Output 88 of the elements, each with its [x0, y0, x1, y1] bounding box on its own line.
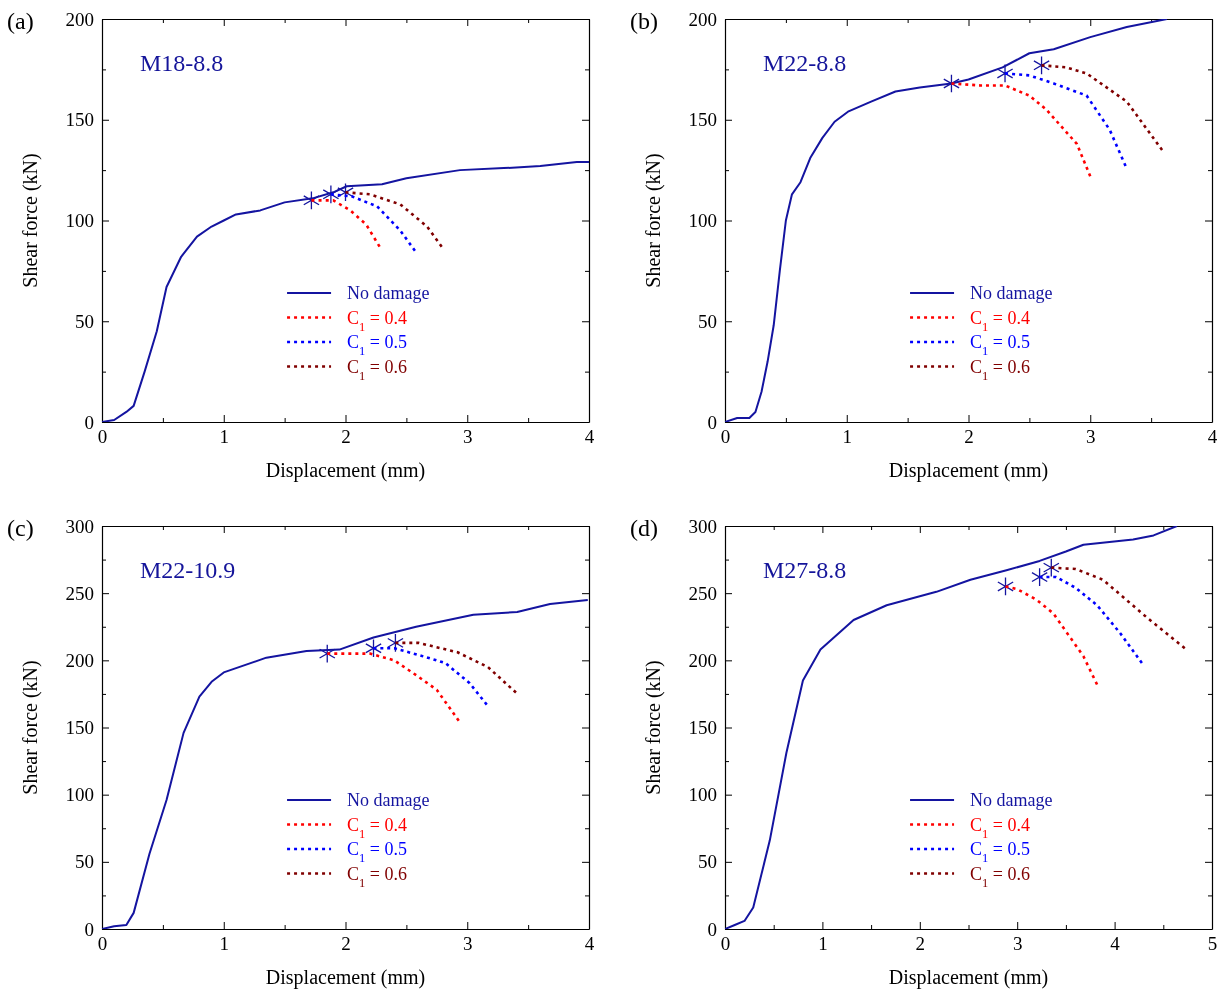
point	[322, 184, 340, 204]
x-tick-label: 1	[219, 426, 229, 448]
y-tick-label: 100	[688, 210, 717, 232]
x-tick-label: 3	[463, 426, 473, 448]
y-tick-label: 150	[688, 109, 717, 131]
line-series	[329, 193, 417, 253]
line-series	[1040, 64, 1164, 152]
legend-label: C$_{1}$ = 0.6	[347, 863, 408, 890]
annotation: M18-8.8	[140, 50, 224, 76]
y-axis-title: Shear force (kN)	[19, 153, 42, 288]
annotation: M22-10.9	[140, 557, 236, 583]
y-axis-title: Shear force (kN)	[19, 660, 42, 795]
y-tick-label: 300	[688, 515, 717, 537]
line-series	[1038, 575, 1144, 665]
line-series	[1003, 72, 1127, 168]
y-tick-label: 100	[65, 210, 94, 232]
line-series	[344, 190, 443, 248]
y-tick-label: 0	[84, 918, 94, 940]
y-tick-label: 150	[688, 717, 717, 739]
y-tick-label: 100	[65, 784, 94, 806]
x-tick-label: 5	[1207, 933, 1218, 955]
y-tick-label: 0	[707, 918, 717, 940]
y-tick-label: 200	[65, 649, 94, 671]
annotation: M27-8.8	[763, 557, 847, 583]
line-series	[310, 199, 381, 248]
x-tick-label: 3	[1012, 933, 1023, 955]
line-series	[950, 82, 1092, 178]
y-tick-label: 100	[688, 784, 717, 806]
x-tick-label: 4	[1207, 426, 1218, 448]
x-tick-label: 1	[219, 933, 229, 955]
y-tick-label: 50	[698, 310, 717, 332]
legend-label: C$_{1}$ = 0.5	[347, 332, 408, 359]
y-tick-label: 0	[84, 411, 94, 433]
line-series	[1004, 585, 1099, 686]
x-axis-title: Displacement (mm)	[888, 966, 1049, 989]
x-tick-label: 2	[341, 933, 351, 955]
x-tick-label: 4	[1110, 933, 1121, 955]
annotation: M22-8.8	[763, 50, 847, 76]
y-tick-label: 50	[698, 851, 717, 873]
y-axis-title: Shear force (kN)	[642, 153, 665, 288]
chart-title: (b)	[630, 8, 658, 34]
y-tick-label: 50	[75, 310, 94, 332]
y-tick-label: 250	[688, 582, 717, 604]
x-axis-title: Displacement (mm)	[265, 459, 426, 482]
legend-label: C$_{1}$ = 0.6	[970, 356, 1031, 383]
legend-label: No damage	[970, 283, 1053, 304]
x-tick-label: 2	[915, 933, 926, 955]
y-tick-label: 200	[65, 8, 94, 30]
y-tick-label: 0	[707, 411, 717, 433]
line-series	[1049, 566, 1187, 650]
x-axis-title: Displacement (mm)	[888, 459, 1049, 482]
x-tick-label: 1	[818, 933, 828, 955]
x-tick-label: 4	[584, 426, 595, 448]
x-tick-label: 3	[463, 933, 473, 955]
y-tick-label: 50	[75, 851, 94, 873]
y-tick-label: 300	[65, 515, 94, 537]
legend-label: C$_{1}$ = 0.4	[970, 814, 1031, 841]
x-tick-label: 2	[341, 426, 351, 448]
legend-label: C$_{1}$ = 0.4	[347, 814, 408, 841]
point	[303, 190, 320, 210]
line-series	[394, 641, 518, 694]
y-tick-label: 150	[65, 109, 94, 131]
legend-label: C$_{1}$ = 0.6	[347, 356, 408, 383]
chart-title: (a)	[7, 8, 34, 34]
legend-label: No damage	[347, 283, 430, 304]
legend-label: C$_{1}$ = 0.5	[970, 839, 1031, 866]
legend-label: No damage	[347, 790, 430, 811]
point	[337, 182, 354, 202]
y-tick-label: 250	[65, 582, 94, 604]
legend-label: C$_{1}$ = 0.5	[347, 839, 408, 866]
legend-label: C$_{1}$ = 0.6	[970, 863, 1031, 890]
line-series	[372, 646, 489, 706]
legend-label: C$_{1}$ = 0.4	[970, 307, 1031, 334]
legend-label: No damage	[970, 790, 1053, 811]
chart-title: (d)	[630, 515, 658, 541]
y-tick-label: 200	[688, 8, 717, 30]
line-series	[325, 652, 461, 723]
y-axis-title: Shear force (kN)	[642, 660, 665, 795]
chart-title: (c)	[7, 515, 34, 541]
y-tick-label: 200	[688, 649, 717, 671]
legend-label: C$_{1}$ = 0.5	[970, 332, 1031, 359]
x-tick-label: 4	[584, 933, 595, 955]
x-axis-title: Displacement (mm)	[265, 966, 426, 989]
x-tick-label: 1	[842, 426, 852, 448]
x-tick-label: 2	[964, 426, 974, 448]
y-tick-label: 150	[65, 717, 94, 739]
x-tick-label: 3	[1086, 426, 1096, 448]
legend-label: C$_{1}$ = 0.4	[347, 307, 408, 334]
